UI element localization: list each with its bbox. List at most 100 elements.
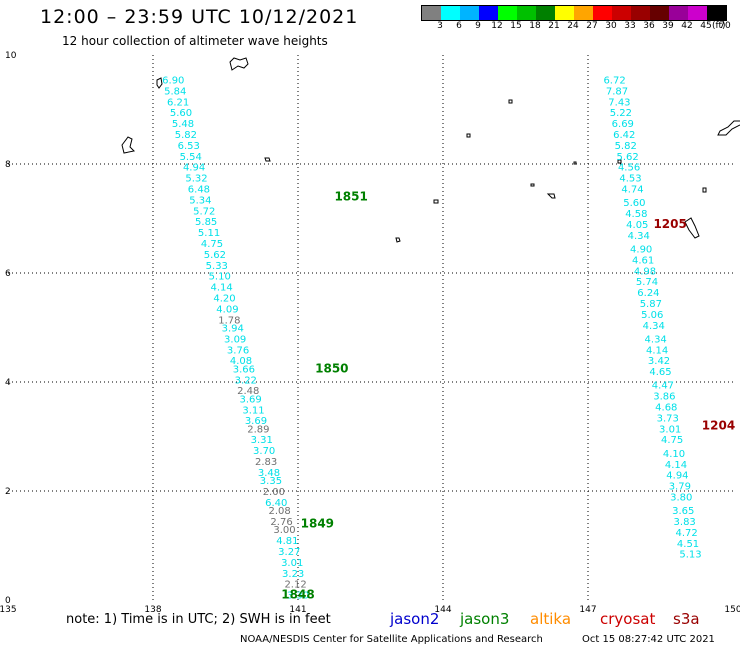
latitude-tick-label: 0 — [5, 596, 11, 606]
latitude-tick-label: 10 — [5, 51, 17, 61]
wave-height-value: 6.42 — [613, 130, 635, 141]
wave-height-value: 3.76 — [227, 345, 249, 356]
wave-height-value: 5.60 — [623, 198, 645, 209]
wave-height-value: 4.10 — [663, 449, 685, 460]
pass-time-label: 1849 — [301, 517, 334, 531]
wave-height-value: 5.87 — [640, 299, 662, 310]
longitude-tick-label: 147 — [579, 605, 596, 615]
wave-height-value: 4.61 — [632, 255, 654, 266]
island-outline — [121, 136, 136, 154]
wave-height-value: 5.82 — [615, 141, 637, 152]
legend-swatch — [460, 6, 479, 20]
wave-height-value: 4.81 — [276, 536, 298, 547]
satellite-label-s3a: s3a — [673, 610, 700, 628]
wave-height-value: 3.73 — [657, 413, 679, 424]
wave-height-value: 3.69 — [245, 416, 267, 427]
wave-height-value: 5.82 — [175, 130, 197, 141]
wave-height-value: 2.83 — [255, 457, 277, 468]
legend-label: 15 — [510, 21, 522, 31]
wave-height-value: 3.01 — [659, 424, 681, 435]
legend-swatch — [669, 6, 688, 20]
island-outline — [684, 217, 700, 239]
land-outlines — [121, 57, 740, 243]
wave-height-value: 5.32 — [185, 174, 207, 185]
wave-height-value: 4.47 — [652, 381, 674, 392]
wave-height-value: 4.34 — [628, 231, 650, 242]
wave-height-value: 3.86 — [653, 392, 675, 403]
wave-height-value: 5.48 — [172, 119, 194, 130]
legend-label: 30 — [605, 21, 617, 31]
legend-swatch — [612, 6, 631, 20]
wave-height-value: 6.53 — [178, 141, 200, 152]
color-legend — [421, 5, 727, 21]
island-outline — [156, 77, 163, 89]
wave-height-value: 6.40 — [265, 498, 287, 509]
wave-height-value: 3.42 — [648, 356, 670, 367]
wave-height-value: 3.31 — [251, 435, 273, 446]
wave-height-value: 4.34 — [643, 321, 665, 332]
wave-height-value: 3.48 — [258, 468, 280, 479]
wave-height-value: 5.84 — [164, 86, 186, 97]
pass-time-label: 1204 — [702, 419, 735, 433]
wave-height-value: 4.53 — [619, 174, 641, 185]
legend-swatch — [517, 6, 536, 20]
axis-ticks: 135 138 141 144 147 150 0 2 4 6 8 10 — [0, 51, 740, 615]
longitude-tick-label: 141 — [289, 605, 306, 615]
wave-height-value: 4.75 — [661, 435, 683, 446]
wave-height-value: 4.74 — [621, 185, 643, 196]
island-outline — [466, 133, 471, 138]
legend-label: 3 — [437, 21, 443, 31]
legend-swatch — [574, 6, 593, 20]
island-outline — [617, 159, 622, 164]
wave-height-value: 4.56 — [618, 163, 640, 174]
wave-height-value: 4.09 — [216, 304, 238, 315]
legend-label: 36 — [643, 21, 655, 31]
wave-height-value: 5.60 — [170, 108, 192, 119]
wave-height-value: 4.14 — [646, 345, 668, 356]
wave-height-value: 4.98 — [634, 266, 656, 277]
wave-height-value: 3.65 — [672, 506, 694, 517]
wave-height-value: 5.62 — [617, 152, 639, 163]
longitude-tick-label: 135 — [0, 605, 17, 615]
legend-swatch — [593, 6, 612, 20]
pass-time-label: 1850 — [315, 361, 348, 375]
legend-swatch — [707, 6, 726, 20]
legend-label: 12 — [491, 21, 503, 31]
wave-height-value: 3.22 — [235, 375, 257, 386]
wave-height-value: 1.78 — [218, 315, 240, 326]
island-outline — [530, 183, 535, 187]
map-subtitle: 12 hour collection of altimeter wave hei… — [62, 34, 328, 48]
wave-height-value: 5.13 — [679, 550, 701, 561]
wave-height-value: 3.69 — [240, 394, 262, 405]
wave-height-value: 4.58 — [625, 209, 647, 220]
wave-height-value: 7.87 — [606, 86, 628, 97]
wave-height-value: 5.72 — [193, 206, 215, 217]
wave-height-value: 3.79 — [669, 482, 691, 493]
wave-height-value: 4.05 — [626, 220, 648, 231]
wave-height-value: 5.34 — [189, 195, 211, 206]
wave-height-value: 3.66 — [233, 364, 255, 375]
wave-height-value: 3.35 — [260, 476, 282, 487]
pass-time-label: 1205 — [653, 217, 686, 231]
wave-height-value: 2.00 — [263, 487, 285, 498]
pass-time-label: 1851 — [334, 190, 367, 204]
wave-height-value: 4.68 — [655, 403, 677, 414]
legend-swatch — [555, 6, 574, 20]
legend-swatch — [498, 6, 517, 20]
wave-height-value: 7.43 — [608, 97, 630, 108]
wave-height-value: 6.48 — [188, 185, 210, 196]
island-outline — [573, 161, 577, 165]
wave-height-value: 2.89 — [247, 424, 269, 435]
island-outline — [395, 237, 401, 243]
wave-height-value: 5.11 — [198, 228, 220, 239]
island-outline — [229, 57, 249, 71]
wave-height-value: 6.69 — [612, 119, 634, 130]
footnote: note: 1) Time is in UTC; 2) SWH is in fe… — [66, 612, 331, 627]
legend-label: 18 — [529, 21, 541, 31]
longitude-tick-label: 138 — [144, 605, 161, 615]
legend-swatch — [422, 6, 441, 20]
wave-height-value: 2.48 — [237, 386, 259, 397]
wave-height-value: 5.54 — [180, 152, 202, 163]
wave-height-value: 4.72 — [675, 528, 697, 539]
